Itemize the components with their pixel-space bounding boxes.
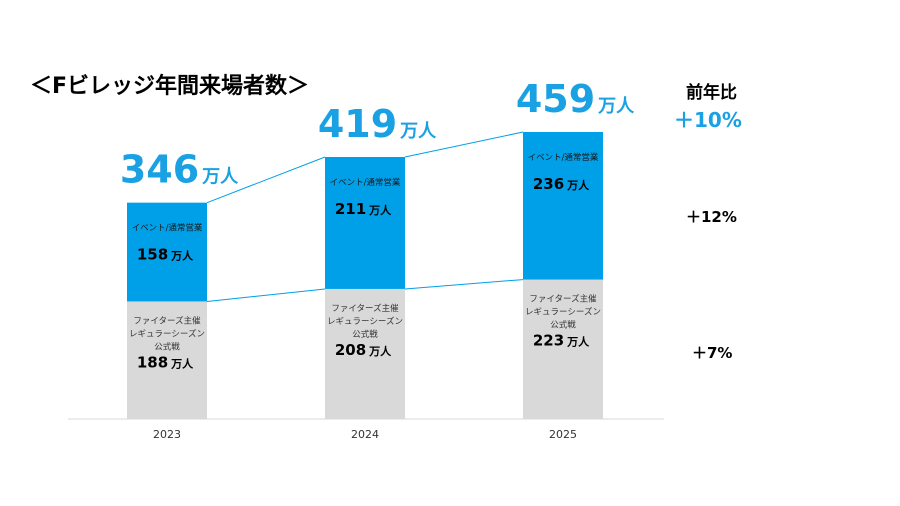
regular-series-label-2025: ファイターズ主催 <box>529 294 597 305</box>
regular-series-label-2025: レギュラーシーズン <box>525 307 601 318</box>
total-value-label-2024: 419 万人 <box>318 102 437 146</box>
total-value-label-2023: 346 万人 <box>120 148 239 192</box>
event-series-label-2025: イベント/通常営業 <box>528 152 599 163</box>
regular-series-label-2024: レギュラーシーズン <box>327 316 403 327</box>
event-series-label-2024: イベント/通常営業 <box>330 177 401 188</box>
yoy-total-change: ＋10% <box>674 108 742 132</box>
regular-series-label-2025: 公式戦 <box>550 320 576 331</box>
bar-event-2025 <box>523 132 603 280</box>
event-value-label-2023: 158 万人 <box>137 246 194 264</box>
event-value-label-2024: 211 万人 <box>335 200 392 218</box>
connector-regular-line <box>206 288 326 302</box>
yoy-event-change: ＋12% <box>686 208 737 226</box>
connector-regular-line <box>404 279 524 290</box>
connector-total-line <box>206 156 326 204</box>
event-value-label-2025: 236 万人 <box>533 175 590 193</box>
bar-regular-season-2025 <box>523 279 603 419</box>
event-series-label-2023: イベント/通常営業 <box>132 223 203 234</box>
regular-series-label-2024: ファイターズ主催 <box>331 303 399 314</box>
yoy-header: 前年比 <box>686 83 737 103</box>
regular-series-label-2024: 公式戦 <box>352 329 378 340</box>
bar-regular-season-2023 <box>127 301 207 419</box>
regular-series-label-2023: 公式戦 <box>154 341 180 352</box>
total-value-label-2025: 459 万人 <box>516 77 635 121</box>
x-tick-label-2025: 2025 <box>549 428 577 441</box>
regular-series-label-2023: レギュラーシーズン <box>129 328 205 339</box>
yoy-regular-change: ＋7% <box>692 344 733 362</box>
regular-series-label-2023: ファイターズ主催 <box>133 315 201 326</box>
bar-regular-season-2024 <box>325 288 405 419</box>
connector-total-line <box>404 131 524 158</box>
bar-event-2024 <box>325 157 405 289</box>
regular-value-label-2023: 188 万人 <box>137 353 194 371</box>
x-tick-label-2024: 2024 <box>351 428 379 441</box>
bar-event-2023 <box>127 202 207 302</box>
chart-title: ＜Fビレッジ年間来場者数＞ <box>30 74 310 99</box>
x-tick-label-2023: 2023 <box>153 428 181 441</box>
regular-value-label-2024: 208 万人 <box>335 341 392 359</box>
regular-value-label-2025: 223 万人 <box>533 332 590 350</box>
